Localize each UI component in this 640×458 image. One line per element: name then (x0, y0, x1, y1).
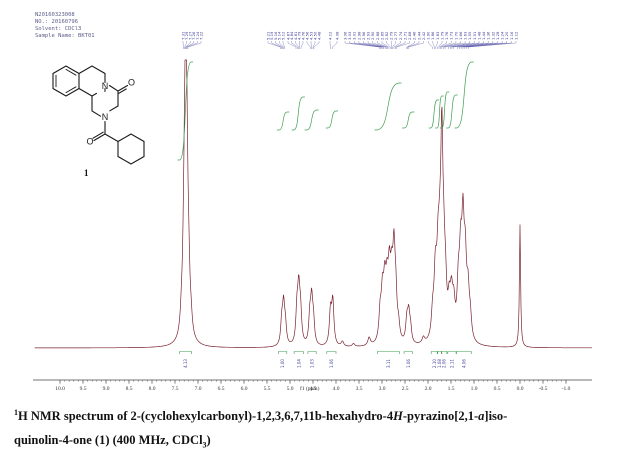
peak-label-leader (451, 41, 475, 49)
axis-tick-label: 1.5 (448, 386, 455, 392)
peak-label-leader (377, 41, 387, 49)
peak-label-leader (272, 41, 282, 49)
axis-tick-label: 9.0 (103, 386, 110, 392)
peak-shift-label: 4.08 (334, 31, 339, 40)
axis-tick-label: 3.5 (356, 386, 363, 392)
integral-bracket (327, 352, 336, 355)
axis-tick-label: 3.0 (379, 386, 386, 392)
axis-tick-label: 0.0 (517, 386, 524, 392)
peak-label-leader (363, 41, 383, 49)
axis-tick-label: 8.0 (149, 386, 156, 392)
axis-tick-label: 6.0 (241, 386, 248, 392)
axis-tick-label: -0.5 (539, 386, 548, 392)
integral-bracket (279, 352, 287, 355)
peak-shift-label: 1.12 (513, 31, 518, 40)
caption-segment: -pyrazino[2,1- (403, 409, 478, 423)
axis-tick-label: 1.0 (471, 386, 478, 392)
integral-curves (178, 62, 474, 160)
x-axis-title: f1 (ppm) (300, 386, 319, 392)
integral-curve (292, 97, 305, 130)
peak-label-leader (465, 41, 507, 49)
peak-shift-label: 4.12 (327, 31, 332, 40)
integral-bracket (294, 352, 303, 355)
axis-tick-label: 0.5 (494, 386, 501, 392)
peak-label-leader (292, 41, 298, 49)
integral-value: 2.06 (442, 359, 447, 368)
integral-bracket (180, 352, 192, 355)
peak-label-leader (394, 41, 400, 49)
peak-label-leader (283, 41, 284, 49)
integral-bracket (441, 352, 447, 355)
integral-value: 1.03 (310, 359, 315, 368)
peak-shift-label: 4.48 (316, 31, 321, 40)
axis-tick-label: 8.5 (126, 386, 133, 392)
peak-label-leader (311, 41, 312, 49)
integral-value: 1.04 (296, 359, 301, 368)
integral-value: 3.11 (386, 359, 391, 368)
integral-bracket (457, 352, 472, 355)
spectrum-trace (35, 60, 592, 348)
caption-segment: ]iso- (484, 409, 507, 423)
peak-label-leader (183, 41, 184, 49)
figure-caption: 1H NMR spectrum of 2-(cyclohexylcarbonyl… (14, 401, 628, 458)
peak-label-leader (186, 41, 194, 49)
peak-label-leader (438, 41, 442, 49)
integral-bracket (404, 352, 412, 355)
integral-value: 1.06 (329, 359, 334, 368)
integral-curve (277, 112, 289, 130)
integral-curve (326, 111, 338, 128)
peak-label-leader (332, 41, 337, 49)
integral-bracket (431, 352, 437, 355)
axis-tick-label: 5.0 (287, 386, 294, 392)
peak-label-leader (373, 41, 387, 49)
axis-tick-label: 5.5 (264, 386, 271, 392)
peak-shift-label: 7.22 (198, 31, 203, 40)
peak-label-leader (387, 41, 391, 49)
peak-label-leader (436, 41, 438, 49)
caption-segment: H (393, 409, 403, 423)
integral-curve (402, 112, 414, 128)
peak-label-leader (433, 41, 435, 49)
axis-tick-label: 2.5 (402, 386, 409, 392)
axis-tick-label: 2.0 (425, 386, 432, 392)
caption-segment: quinolin-4-one (1) (400 MHz, CDCl (14, 433, 203, 447)
peak-label-leader (408, 41, 419, 49)
axis-tick-label: 7.0 (195, 386, 202, 392)
peak-label-leader (409, 41, 424, 49)
integral-curve (429, 100, 439, 128)
integral-value: 1.00 (280, 359, 285, 368)
integral-curve (446, 95, 457, 128)
integral-bracket (448, 352, 456, 355)
axis-tick-label: 10.0 (55, 386, 65, 392)
peak-label-leader (301, 41, 303, 49)
peak-label-leader (268, 41, 280, 49)
integral-curve (305, 110, 319, 130)
integral-curve (374, 83, 401, 130)
axis-tick-label: 6.5 (218, 386, 225, 392)
axis-tick-label: 9.5 (80, 386, 87, 392)
integral-bracket (308, 352, 316, 355)
caption-segment: ) (207, 433, 211, 447)
peak-label-leader (187, 41, 197, 49)
axis-tick-label: 4.0 (333, 386, 340, 392)
integral-value: 2.11 (450, 359, 455, 368)
integral-value: 4.13 (183, 359, 188, 368)
integral-value: 1.06 (406, 359, 411, 368)
caption-segment: H NMR spectrum of 2-(cyclohexylcarbonyl)… (18, 409, 393, 423)
axis-tick-label: 7.5 (172, 386, 179, 392)
peak-label-leader (307, 41, 310, 49)
axis-tick-label: -1.0 (562, 386, 571, 392)
integral-curve (178, 62, 194, 160)
integral-value: 4.06 (461, 359, 466, 368)
peak-label-leader (428, 41, 432, 49)
peak-label-leader (314, 41, 319, 49)
integral-bracket (377, 352, 399, 355)
